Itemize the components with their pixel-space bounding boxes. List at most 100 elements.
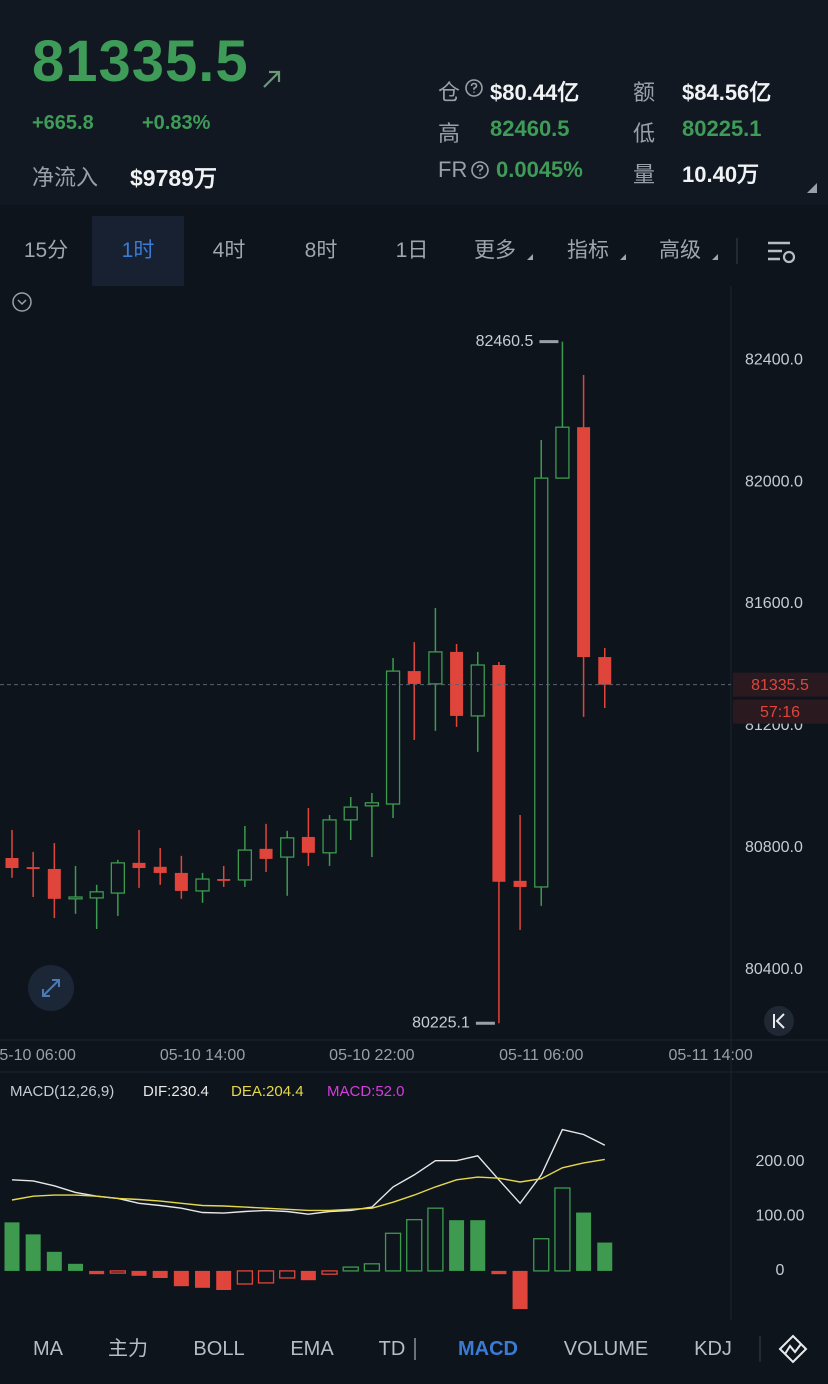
macd-bar [89, 1270, 105, 1275]
candle-body [555, 426, 570, 479]
macd-bar [236, 1270, 254, 1285]
expand-corner[interactable] [806, 182, 818, 194]
macd-bar [300, 1270, 316, 1281]
macd-bar [109, 1270, 126, 1274]
indicator-tab[interactable]: MACD [458, 1338, 518, 1360]
stat-value: 82460.5 [490, 116, 570, 141]
x-tick-label: 05-10 06:00 [0, 1047, 76, 1064]
candle-body [577, 427, 591, 658]
interval-tab[interactable]: 1时 [92, 216, 184, 286]
y-tick-label: 81600.0 [745, 595, 803, 612]
macd-bar [342, 1266, 359, 1272]
low-label: 80225.1 [412, 1014, 470, 1031]
macd-bar [25, 1234, 41, 1271]
collapse-icon[interactable] [12, 292, 32, 312]
macd-bar [406, 1218, 423, 1272]
price-change: +665.8 [32, 112, 94, 134]
y-tick-label: 200.00 [756, 1153, 805, 1170]
y-tick-label: 81200.0 [745, 717, 803, 734]
candle-body [26, 867, 40, 869]
candle-body [428, 651, 443, 685]
macd-bar [257, 1270, 275, 1284]
info-icon[interactable] [464, 78, 484, 98]
interval-tab[interactable]: 4时 [212, 239, 246, 262]
indicator-tab[interactable]: EMA [290, 1338, 334, 1360]
candle-body [470, 664, 485, 717]
interval-tab[interactable]: 15分 [23, 239, 69, 262]
interval-tab[interactable]: 高级 [659, 239, 701, 262]
indicator-line [11, 1158, 605, 1212]
scroll-latest-button[interactable] [764, 1006, 794, 1036]
candle-body [322, 819, 337, 854]
indicator-line [11, 1128, 606, 1215]
info-icon[interactable] [470, 160, 490, 180]
candle-body [174, 872, 188, 891]
stat-label: 仓 [438, 80, 461, 105]
y-tick-label: 82400.0 [745, 351, 803, 368]
indicator-tab[interactable]: MA [33, 1338, 63, 1360]
y-tick-label: 82000.0 [745, 473, 803, 490]
interval-tab[interactable]: 更多 [474, 239, 516, 262]
stat-value: $80.44亿 [490, 80, 580, 105]
countdown-label: 57:16 [760, 704, 800, 721]
candle-body [110, 862, 125, 894]
macd-bar [384, 1232, 402, 1272]
interval-tab[interactable]: 指标 [567, 239, 609, 262]
high-label: 82460.5 [476, 333, 534, 350]
macd-bar [173, 1270, 189, 1287]
indicator-tab[interactable]: TD [378, 1338, 406, 1360]
indicator-tab[interactable]: BOLL [193, 1338, 245, 1360]
candle-body [47, 868, 61, 899]
macd-bar [363, 1263, 381, 1272]
macd-bar [576, 1212, 592, 1271]
macd-bar [554, 1187, 571, 1272]
last-price: 81335.5 [32, 29, 249, 94]
macd-bar [321, 1270, 338, 1275]
macd-bar [152, 1270, 168, 1278]
draw-tool-icon[interactable] [778, 1334, 808, 1364]
x-tick-label: 05-10 14:00 [160, 1047, 246, 1064]
macd-bar [512, 1270, 528, 1310]
interval-tab[interactable]: 8时 [304, 239, 338, 262]
candle-body [132, 862, 146, 869]
stat-label: FR [438, 157, 468, 182]
macd-bar [491, 1270, 507, 1275]
arrow-icon [263, 70, 281, 88]
candle-body [534, 477, 549, 888]
countdown-box [733, 699, 828, 724]
candle-body [343, 806, 358, 821]
header: 81335.5 +665.8 +0.83% 净流入 $9789万 仓 $80.4… [0, 0, 828, 205]
y-tick-label: 80800.0 [745, 839, 803, 856]
price-change-pct: +0.83% [142, 112, 211, 134]
macd-bar [427, 1207, 444, 1272]
macd-bar [449, 1220, 465, 1271]
stat-value: 0.0045% [496, 157, 583, 182]
x-tick-label: 05-11 14:00 [669, 1047, 753, 1064]
stat-label: 高 [438, 121, 461, 146]
settings-icon[interactable] [768, 241, 790, 261]
toolbar-decorations [414, 1334, 808, 1364]
dropdown-caret [527, 254, 718, 260]
macd-bar [279, 1270, 296, 1279]
macd-bar [470, 1220, 486, 1271]
collapse-icon-chevron [17, 299, 27, 306]
legend-entry: DIF:230.4 [143, 1083, 209, 1100]
macd-bar [131, 1270, 147, 1276]
y-tick-label: 0 [776, 1262, 785, 1279]
indicator-tab[interactable]: 主力 [108, 1338, 148, 1360]
fullscreen-button[interactable] [28, 965, 74, 1011]
stat-value: 10.40万 [682, 162, 760, 187]
netflow-value: $9789万 [130, 165, 217, 191]
macd-bar [46, 1251, 62, 1271]
interval-tab[interactable]: 1日 [395, 239, 429, 262]
candle-body [153, 866, 167, 873]
candle-body [237, 849, 253, 881]
candle-body [407, 671, 421, 684]
netflow-label: 净流入 [32, 165, 99, 190]
indicator-tab[interactable]: VOLUME [563, 1338, 649, 1360]
interval-tabs: 15分 1时 4时 8时 1日 更多 指标 高级 [0, 216, 828, 286]
indicator-toolbar: MA 主力 BOLL EMA TD MACD VOLUME KDJ [0, 1322, 828, 1384]
indicator-tab[interactable]: KDJ [694, 1338, 732, 1360]
